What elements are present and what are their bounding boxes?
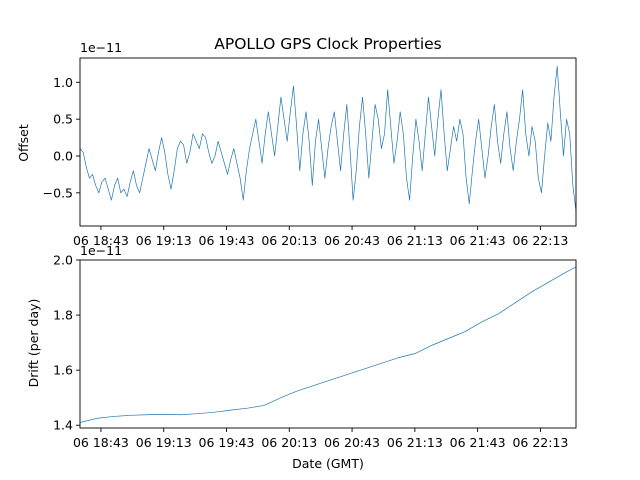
offset-y-axis-label: Offset	[16, 124, 31, 162]
offset-x-tick-label: 06 21:13	[387, 233, 443, 248]
offset-plot-area	[80, 65, 576, 212]
drift-y-tick-label: 1.6	[53, 363, 73, 378]
offset-y-tick-label: 1.0	[53, 75, 73, 90]
offset-x-tick-label: 06 21:43	[450, 233, 506, 248]
offset-x-tick-label: 06 19:13	[136, 233, 192, 248]
offset-x-tick-label: 06 19:43	[199, 233, 255, 248]
offset-y-tick-label: 0.0	[53, 149, 73, 164]
offset-x-tick-label: 06 22:13	[512, 233, 568, 248]
drift-x-tick-label: 06 19:13	[136, 435, 192, 450]
offset-y-tick-label: 0.5	[53, 112, 73, 127]
drift-x-tick-label: 06 21:13	[387, 435, 443, 450]
offset-x-tick-label: 06 18:43	[73, 233, 129, 248]
drift-plot-area	[80, 266, 576, 423]
drift-x-tick-label: 06 21:43	[450, 435, 506, 450]
offset-panel: 1e−11 Offset −0.5 0.0 0.5 1.0 06 18:43 06 19:…	[16, 40, 577, 248]
drift-x-tick-label: 06 22:13	[512, 435, 568, 450]
offset-ticks: −0.5 0.0 0.5 1.0 06 18:43 06 19:13 06 19:43 06 …	[43, 75, 569, 248]
drift-panel: 1e−11 Drift (per day) Date (GMT) 1.41.61…	[26, 243, 577, 471]
drift-x-tick-label: 06 20:43	[324, 435, 380, 450]
drift-y-tick-label: 1.8	[53, 308, 73, 323]
drift-y-tick-label: 2.0	[53, 253, 73, 268]
chart-title: APOLLO GPS Clock Properties	[214, 35, 442, 53]
drift-axes-frame	[79, 259, 577, 429]
drift-y-axis-label: Drift (per day)	[26, 299, 41, 388]
offset-exponent-label: 1e−11	[80, 40, 122, 55]
drift-x-tick-label: 06 19:43	[199, 435, 255, 450]
offset-x-tick-label: 06 20:43	[324, 233, 380, 248]
drift-exponent-label: 1e−11	[80, 243, 122, 258]
drift-ticks: 1.4 1.6 1.8 2.0 06 18:43 06 19:13 06 19:43 06 2…	[53, 253, 568, 451]
drift-x-tick-label: 06 20:13	[261, 435, 317, 450]
offset-y-tick-label: −0.5	[43, 185, 73, 200]
offset-series-line	[80, 65, 576, 212]
drift-x-axis-label: Date (GMT)	[292, 456, 364, 471]
drift-y-tick-label: 1.4	[53, 418, 73, 433]
offset-x-tick-label: 06 20:13	[261, 233, 317, 248]
drift-series-line	[80, 266, 576, 423]
offset-axes-frame	[79, 57, 577, 227]
drift-x-tick-label: 06 18:43	[73, 435, 129, 450]
